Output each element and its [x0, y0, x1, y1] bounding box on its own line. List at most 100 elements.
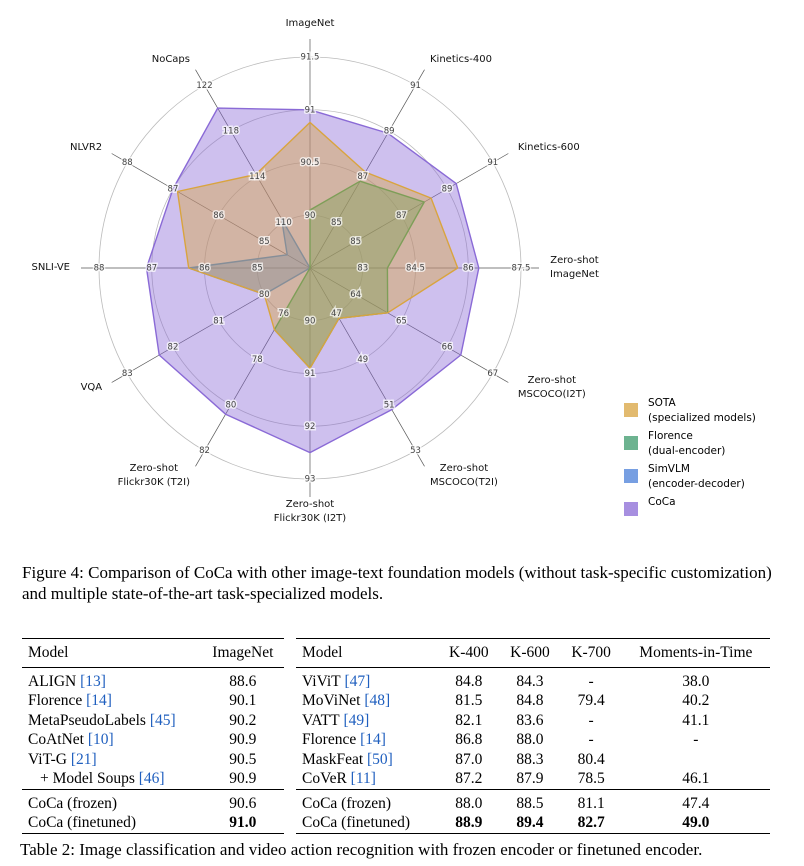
- value-cell: 88.0: [438, 789, 500, 814]
- value-cell: 46.1: [682, 770, 710, 788]
- column-header: Model: [296, 638, 439, 668]
- tick-label: 86: [199, 264, 210, 274]
- tick-label: 66: [442, 343, 453, 353]
- tick-label: 87: [168, 184, 179, 194]
- table-head: Model ImageNet: [22, 638, 284, 668]
- table-body: CoCa (frozen) 90.6 CoCa (finetuned) 91.0: [22, 789, 284, 834]
- table-row: ViViT [47] 84.8 84.3 - 38.0: [296, 668, 770, 692]
- table-body: ViViT [47] 84.8 84.3-38.0 MoViNet [48] 81.5 8…: [296, 668, 770, 790]
- model-cell: Florence [14]: [296, 731, 438, 751]
- axis-label: Kinetics-400: [430, 54, 492, 66]
- value-cell: 88.3: [516, 750, 544, 768]
- value-cell: 84.8: [455, 672, 483, 690]
- value-cell: 84.8: [516, 692, 544, 710]
- model-name: ViViT: [302, 672, 341, 690]
- table-row: CoAtNet [10] 90.9: [22, 731, 284, 751]
- tick-label: 86: [213, 211, 224, 221]
- value-cell: 49.0: [682, 814, 710, 832]
- model-cell: MetaPseudoLabels [45]: [22, 711, 202, 731]
- column-header: ImageNet: [201, 638, 284, 668]
- column-header: Moments-in-Time: [621, 638, 770, 668]
- model-cell: MoViNet [48]: [296, 692, 438, 712]
- value-cell: 91.0: [229, 814, 257, 832]
- tick-label: 91: [305, 369, 316, 379]
- spoke: [309, 267, 509, 383]
- value-cell: 88.0: [516, 731, 544, 749]
- axis-label: Zero-shot MSCOCO(I2T): [517, 375, 586, 400]
- value-cell: 90.1: [229, 692, 257, 710]
- citation: [50]: [367, 750, 393, 768]
- tick-label: 83: [357, 264, 368, 274]
- tick-label: 84.5: [406, 264, 425, 274]
- value-cell: 81.5: [455, 692, 483, 710]
- tick-label: 91: [305, 105, 316, 115]
- value-cell: 38.0: [682, 672, 710, 690]
- model-cell: ALIGN [13]: [22, 668, 202, 692]
- table-row: Florence [14] 90.1: [22, 692, 284, 712]
- value-cell: 89.4: [516, 814, 544, 832]
- table-row: CoCa (finetuned) 91.0: [22, 814, 284, 834]
- column-header: Model: [22, 638, 202, 668]
- tick-label: 85: [331, 218, 342, 228]
- model-name: MaskFeat: [302, 750, 364, 768]
- series-area: [187, 218, 311, 296]
- tick-label: 114: [249, 172, 265, 182]
- model-cell: ViT-G [21]: [22, 750, 202, 770]
- table-row: CoVeR [11] 87.2 87.9 78.5 46.1: [296, 770, 770, 790]
- tick-label: 87: [396, 211, 407, 221]
- legend-label: CoCa: [648, 496, 676, 508]
- table-body: ALIGN [13] 88.6 Florence [14] 90.1 MetaPseud…: [22, 668, 284, 790]
- table-row: CoCa (finetuned) 88.9 89.4 82.7 49.0: [296, 814, 770, 834]
- value-cell: 86.8: [455, 731, 483, 749]
- axis-label: NLVR2: [70, 142, 103, 153]
- tick-label: 86: [463, 264, 474, 274]
- axis-label: ImageNet: [285, 18, 335, 29]
- tick-label: 90: [305, 211, 316, 221]
- tick-label: 89: [384, 126, 395, 136]
- tick-label: 81: [213, 316, 224, 326]
- axis-label: VQA: [80, 382, 103, 393]
- tick-label: 85: [259, 237, 270, 247]
- model-cell: CoAtNet [10]: [22, 731, 202, 751]
- legend-label: SOTA (specialized models): [648, 397, 756, 424]
- model-name: MoViNet: [302, 692, 361, 710]
- tick-label: 91: [410, 81, 421, 91]
- model-cell: ViViT [47]: [296, 668, 438, 692]
- model-cell: CoCa (finetuned): [296, 814, 438, 834]
- table-row: ALIGN [13] 88.6: [22, 668, 284, 692]
- value-cell: -: [588, 672, 594, 690]
- tick-label: 91.5: [301, 53, 320, 63]
- citation: [47]: [344, 672, 371, 690]
- model-name: CoCa (finetuned): [302, 814, 411, 832]
- tick-label: 88: [94, 264, 105, 274]
- tick-label: 87: [357, 172, 368, 182]
- header-row: Model ImageNet: [22, 638, 284, 668]
- legend-label: Florence (dual-encoder): [648, 430, 726, 457]
- tick-label: 51: [384, 401, 395, 411]
- model-name: CoCa (frozen): [28, 794, 118, 812]
- value-cell: -: [588, 711, 594, 729]
- value-cell: 87.9: [516, 770, 544, 788]
- model-name: + Model Soups: [40, 770, 135, 788]
- tick-label: 118: [223, 126, 239, 136]
- table-row: MaskFeat [50] 87.0 88.3 80.4: [296, 750, 770, 770]
- value-cell: 79.4: [577, 692, 605, 710]
- value-cell: 83.6: [516, 711, 544, 729]
- tick-label: 78: [252, 355, 263, 365]
- tick-label: 87: [146, 264, 157, 274]
- model-name: CoVeR: [302, 770, 347, 788]
- model-cell: CoCa (frozen): [296, 789, 439, 814]
- model-name: MetaPseudoLabels: [28, 711, 146, 729]
- citation: [14]: [86, 692, 112, 710]
- tick-label: 67: [487, 369, 498, 379]
- tick-label: 82: [199, 446, 210, 456]
- value-cell: 82.7: [577, 814, 605, 832]
- model-name: Florence: [28, 692, 83, 710]
- tick-label: 76: [278, 309, 289, 319]
- axis-label: Zero-shot MSCOCO(T2I): [430, 462, 498, 488]
- value-cell: 78.5: [577, 770, 605, 788]
- table-head: Model K-400 K-600 K-700 Moments-in-Time: [296, 638, 770, 668]
- spoke: [309, 267, 425, 467]
- model-cell: MaskFeat [50]: [296, 750, 438, 770]
